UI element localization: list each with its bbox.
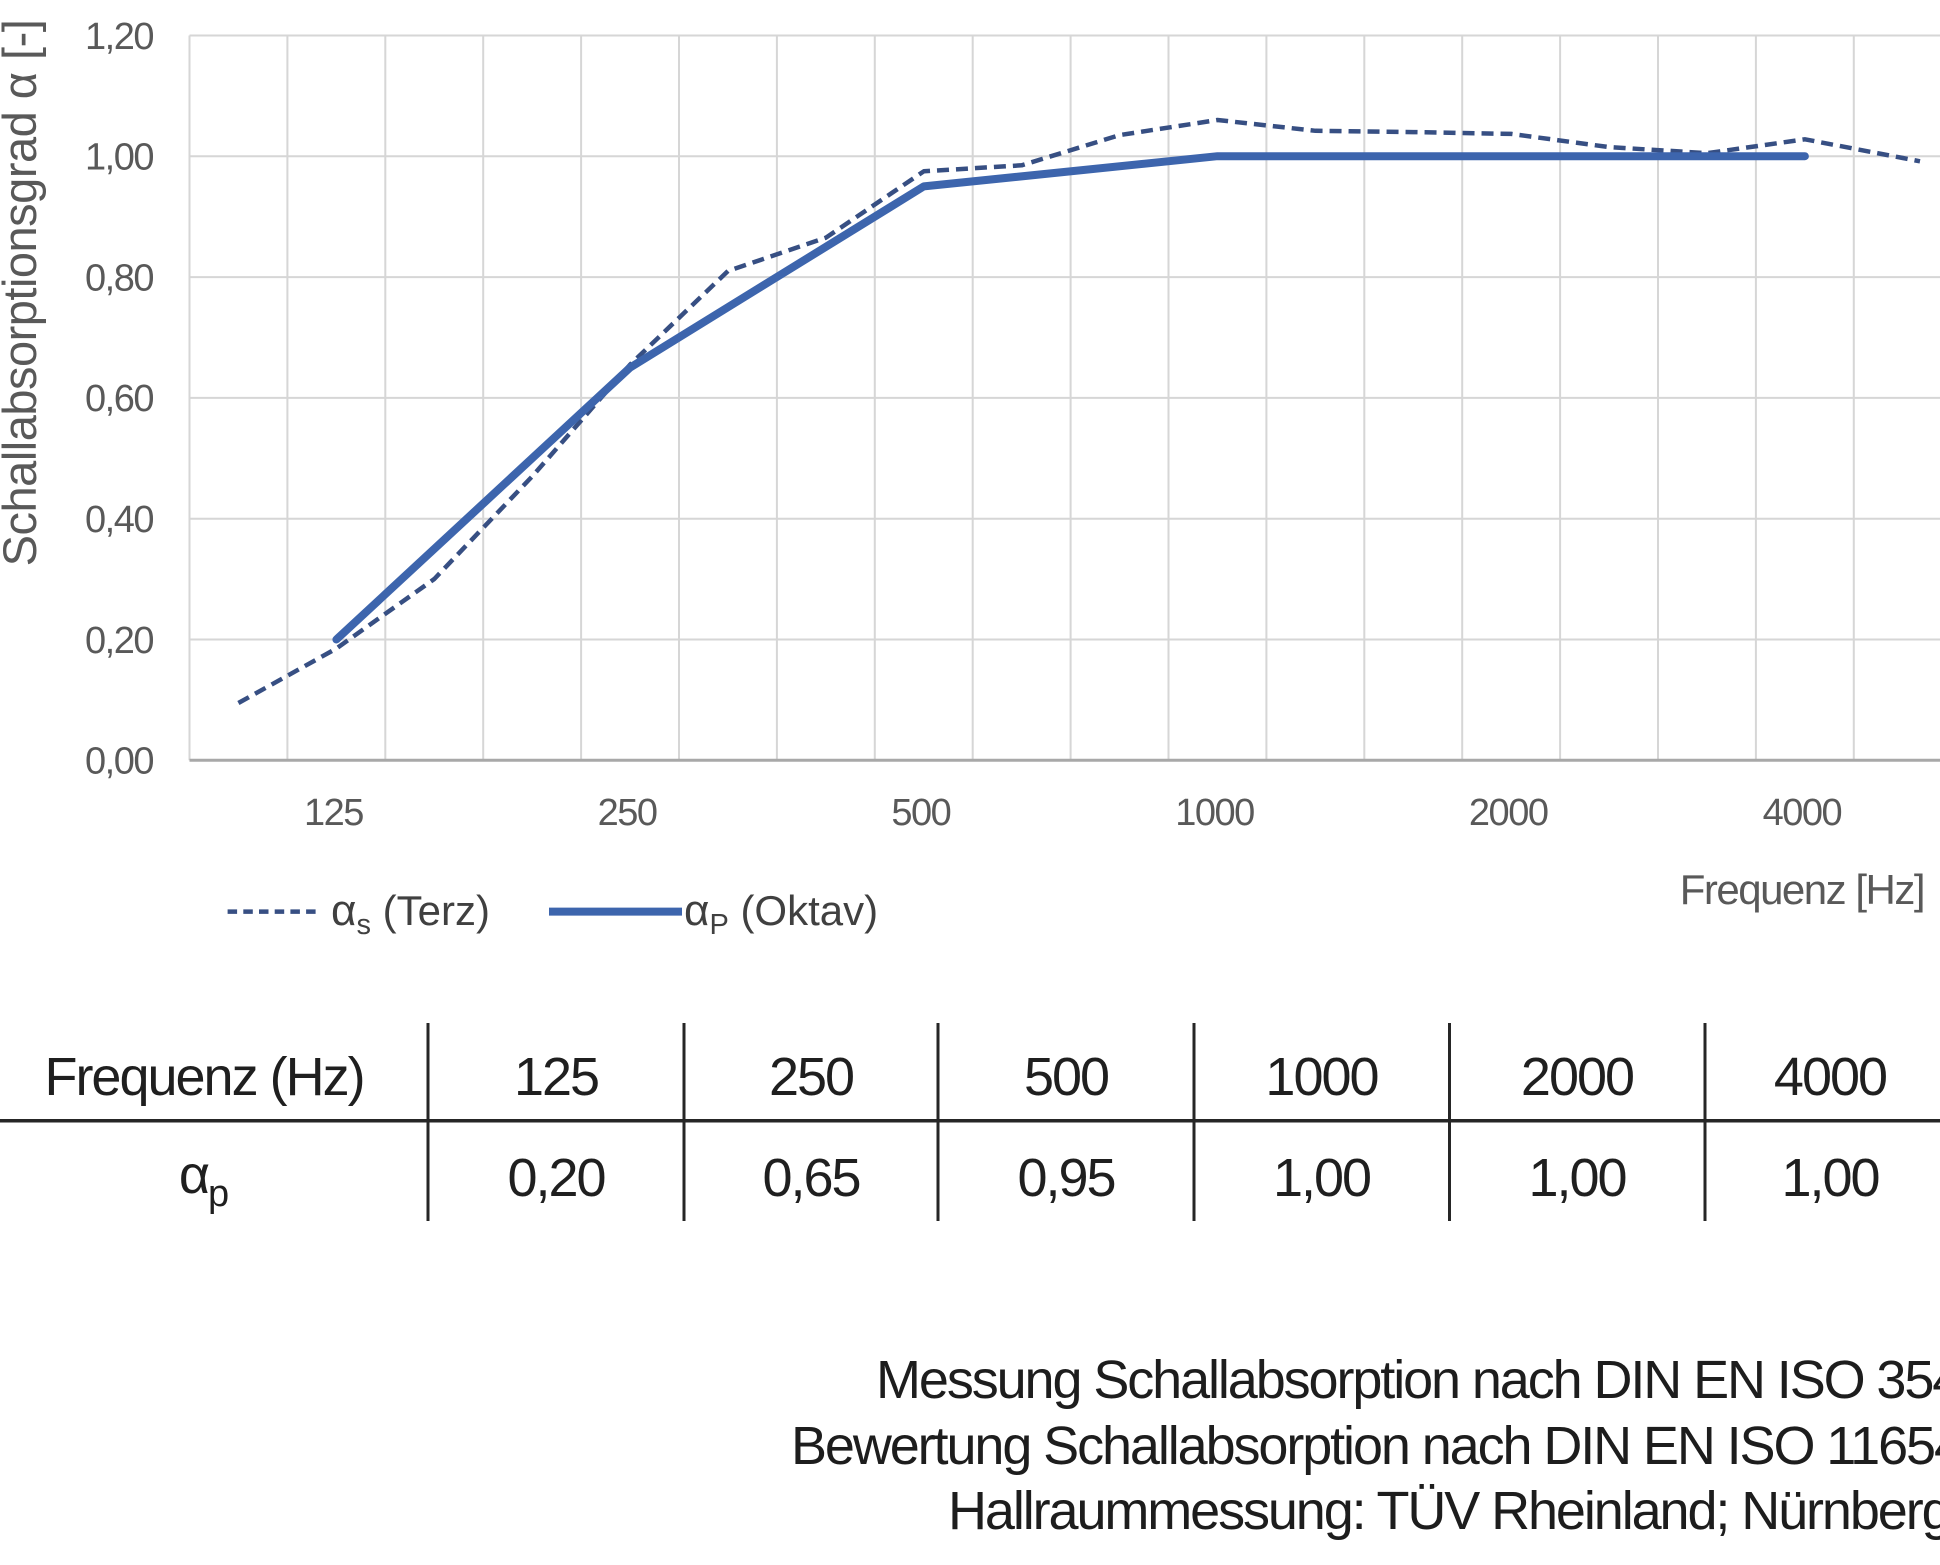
svg-text:250: 250 bbox=[769, 1047, 853, 1107]
svg-text:αp: αp bbox=[179, 1145, 228, 1215]
svg-text:1,20: 1,20 bbox=[85, 16, 153, 58]
svg-text:0,95: 0,95 bbox=[1017, 1148, 1114, 1208]
svg-text:0,60: 0,60 bbox=[85, 378, 153, 420]
svg-text:4000: 4000 bbox=[1763, 792, 1842, 834]
svg-text:125: 125 bbox=[514, 1047, 598, 1107]
svg-text:0,40: 0,40 bbox=[85, 499, 153, 541]
svg-text:Hallraummessung: TÜV Rheinland: Hallraummessung: TÜV Rheinland; Nürnberg bbox=[948, 1481, 1940, 1541]
svg-text:2000: 2000 bbox=[1521, 1047, 1633, 1107]
svg-text:125: 125 bbox=[304, 792, 363, 834]
svg-text:0,65: 0,65 bbox=[762, 1148, 859, 1208]
svg-text:0,20: 0,20 bbox=[507, 1148, 604, 1208]
svg-text:Frequenz [Hz]: Frequenz [Hz] bbox=[1680, 866, 1924, 913]
svg-text:Frequenz (Hz): Frequenz (Hz) bbox=[44, 1047, 363, 1107]
svg-text:αs (Terz): αs (Terz) bbox=[331, 886, 490, 941]
svg-text:Messung Schallabsorption nach: Messung Schallabsorption nach DIN EN ISO… bbox=[876, 1350, 1940, 1410]
svg-text:1,00: 1,00 bbox=[1781, 1148, 1878, 1208]
svg-text:1000: 1000 bbox=[1265, 1047, 1377, 1107]
svg-text:500: 500 bbox=[891, 792, 950, 834]
svg-text:αP (Oktav): αP (Oktav) bbox=[684, 886, 878, 941]
svg-text:250: 250 bbox=[598, 792, 657, 834]
svg-text:0,00: 0,00 bbox=[85, 741, 153, 783]
svg-text:0,80: 0,80 bbox=[85, 257, 153, 299]
svg-text:1,00: 1,00 bbox=[1528, 1148, 1625, 1208]
svg-text:Bewertung Schallabsorption nac: Bewertung Schallabsorption nach DIN EN I… bbox=[791, 1416, 1940, 1476]
svg-text:1,00: 1,00 bbox=[85, 137, 153, 179]
svg-text:2000: 2000 bbox=[1469, 792, 1548, 834]
svg-text:1000: 1000 bbox=[1175, 792, 1254, 834]
svg-text:1,00: 1,00 bbox=[1273, 1148, 1370, 1208]
svg-text:Schallabsorptionsgrad α [-]: Schallabsorptionsgrad α [-] bbox=[0, 20, 46, 567]
svg-text:500: 500 bbox=[1024, 1047, 1108, 1107]
svg-text:4000: 4000 bbox=[1774, 1047, 1886, 1107]
svg-text:0,20: 0,20 bbox=[85, 620, 153, 662]
